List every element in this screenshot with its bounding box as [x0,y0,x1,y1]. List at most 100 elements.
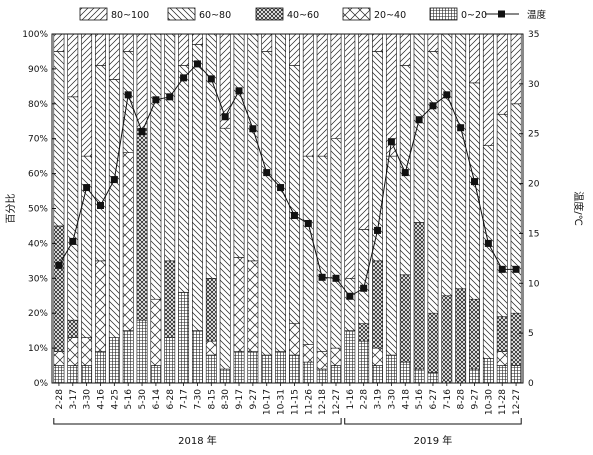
bar-segment-0~20 [399,361,411,384]
bar-segment-40~60 [413,222,425,370]
x-tick-label: 4-25 [110,389,120,409]
y-tick-label: 100% [22,30,48,40]
bar-segment-20~40 [67,337,79,366]
bar-segment-0~20 [482,358,494,384]
temperature-point [96,202,104,210]
x-tick-label: 3-17 [69,389,79,409]
bar-segment-0~20 [469,368,480,384]
temperature-point [138,128,146,136]
x-tick-label: 8-15 [207,389,217,409]
y2-tick-label: 15 [528,229,539,239]
y-tick-label: 20% [28,309,48,319]
bar-segment-0~20 [427,372,439,384]
bar-segment-0~20 [496,365,508,384]
temperature-point [110,176,118,184]
x-tick-label: 2-28 [55,389,65,410]
bar-segment-60~80 [192,44,203,331]
y2-axis-title: 温度/℃ [572,191,585,226]
x-tick-label: 7-16 [443,389,453,410]
bar-segment-0~20 [95,351,106,384]
y2-tick-label: 35 [528,30,539,40]
bar-segment-0~20 [413,368,425,384]
bar-segment-60~80 [205,33,217,279]
year-bracket [53,418,342,425]
x-tick-label: 9-27 [249,389,259,409]
x-tick-label: 5-16 [124,389,134,410]
x-tick-label: 12-27 [512,389,522,415]
temperature-point [124,91,132,99]
bar-segment-20~40 [95,260,106,352]
bar-segment-0~20 [330,365,342,384]
temperature-point [332,274,340,282]
bar-segment-60~80 [455,33,467,290]
temperature-line [55,60,520,300]
bar-segment-80~100 [261,33,273,52]
bar-segment-60~80 [385,155,397,356]
bar-segment-60~80 [316,155,328,352]
y-tick-label: 50% [28,205,48,215]
x-tick-label: 9-27 [471,389,481,409]
bar-segment-60~80 [288,65,300,324]
y2-tick-label: 25 [528,130,539,140]
bar-segment-0~20 [302,361,314,384]
bar-segment-0~20 [164,337,176,384]
x-tick-label: 11-15 [290,389,300,415]
y-tick-label: 60% [28,170,48,180]
bar-segment-40~60 [427,312,439,373]
temperature-point [69,237,77,245]
bar-segment-60~80 [219,127,231,370]
y-tick-label: 10% [28,344,48,354]
bar-segment-80~100 [344,33,356,279]
bar-segment-40~60 [358,323,370,342]
temperature-point [512,265,520,273]
x-tick-label: 12-18 [318,389,328,415]
x-tick-label: 10-17 [263,389,273,415]
bar-segment-40~60 [441,295,453,384]
bar-segment-0~20 [53,365,65,384]
legend-label: 60~80 [199,10,231,21]
bar-segment-40~60 [372,260,383,349]
x-tick-label: 1-16 [346,389,356,410]
bar-segment-20~40 [247,260,259,352]
temperature-point [152,96,160,104]
y-tick-label: 40% [28,239,48,249]
temperature-point [374,226,382,234]
temperature-point [498,265,506,273]
x-tick-label: 7-30 [193,389,203,410]
bar-segment-0~20 [385,354,397,384]
x-tick-label: 4-18 [401,389,411,410]
bar-segment-60~80 [413,33,425,223]
x-tick-label: 7-17 [180,389,190,409]
bar-segment-40~60 [164,260,176,338]
temperature-line-path [58,63,517,297]
bar-segment-0~20 [510,365,522,384]
temperature-point [387,138,395,146]
bar-segment-60~80 [81,155,93,338]
bar-segment-60~80 [95,65,106,262]
temperature-point [180,74,188,82]
bar-segment-80~100 [67,33,79,98]
bar-segment-60~80 [358,229,370,324]
bar-segment-80~100 [385,33,397,157]
bar-segment-60~80 [261,51,273,356]
legend-swatch-60~80 [167,7,196,21]
temperature-point [207,75,215,83]
temperature-point [401,169,409,177]
bar-segment-80~100 [81,33,93,157]
temperature-point [429,102,437,110]
bar-segment-60~80 [330,138,342,349]
x-tick-label: 6-28 [166,389,176,410]
x-tick-label: 8-30 [221,389,231,410]
bar-segment-80~100 [496,33,508,115]
bar-segment-20~40 [233,257,245,352]
bar-segment-80~100 [302,33,314,157]
temperature-point [457,124,465,132]
bar-segment-80~100 [372,33,383,52]
temperature-point [443,91,451,99]
bar-segment-0~20 [233,351,245,384]
legend-swatch-0~20 [429,7,458,21]
year-bracket [344,418,522,425]
y2-tick-label: 20 [528,180,540,190]
legend-label: 80~100 [111,10,149,21]
